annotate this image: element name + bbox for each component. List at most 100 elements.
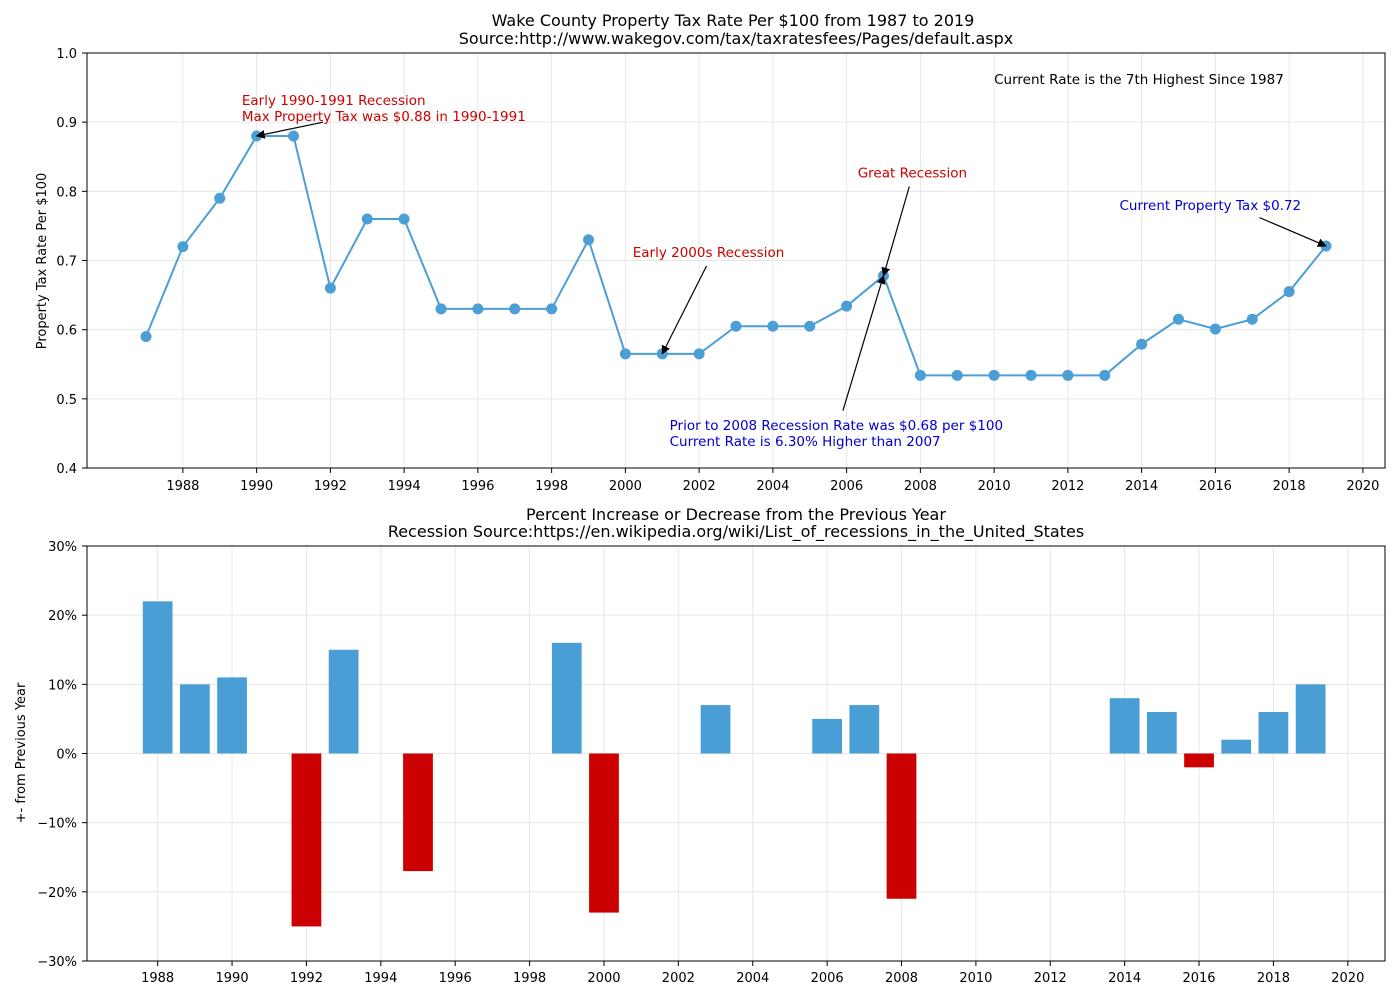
tax-rate-point (1025, 369, 1037, 381)
bar-chart-x-tick-label: 1994 (364, 971, 397, 986)
annotation-text: Great Recession (858, 166, 967, 182)
tax-rate-point (767, 320, 779, 332)
increase-bar (812, 718, 842, 754)
bar-chart-x-tick-label: 2006 (811, 971, 844, 986)
bar-chart-title: Percent Increase or Decrease from the Pr… (526, 505, 946, 524)
line-chart-x-tick-label: 2004 (756, 479, 789, 494)
annotation-arrow (881, 186, 910, 277)
annotation-text: Max Property Tax was $0.88 in 1990-1991 (242, 109, 526, 125)
bar-chart-y-tick-label: 20% (48, 609, 77, 624)
tax-rate-point (1136, 338, 1148, 350)
annotation-text: Current Rate is 6.30% Higher than 2007 (670, 434, 941, 450)
annotation-arrow (1259, 217, 1327, 247)
increase-bar (179, 684, 210, 754)
tax-rate-point (398, 213, 410, 225)
increase-bar (551, 642, 582, 754)
decrease-bar (886, 753, 917, 899)
bar-chart-x-tick-label: 1988 (141, 971, 174, 986)
annotation-text: Current Rate is the 7th Highest Since 19… (994, 72, 1284, 88)
tax-rate-point (988, 369, 1000, 381)
line-chart-x-tick-label: 2012 (1051, 479, 1084, 494)
tax-rate-point (1246, 313, 1258, 325)
increase-bar (849, 705, 880, 754)
decrease-bar (291, 753, 322, 927)
line-chart-title: Wake County Property Tax Rate Per $100 f… (492, 11, 975, 30)
annotation-arrow (255, 121, 324, 139)
decrease-bar (403, 753, 433, 872)
annotation-arrow (661, 265, 708, 355)
bar-chart-x-tick-label: 2014 (1108, 971, 1141, 986)
tax-rate-point (546, 303, 558, 315)
increase-bar (1221, 739, 1252, 754)
bar-chart-subtitle: Recession Source:https://en.wikipedia.or… (388, 522, 1084, 542)
bar-chart-x-tick-label: 2020 (1331, 971, 1364, 986)
tax-rate-point (914, 369, 926, 381)
increase-bar (328, 649, 359, 754)
tax-rate-point (509, 303, 521, 315)
bar-chart-x-tick-label: 2002 (662, 971, 695, 986)
tax-rate-point (1099, 369, 1111, 381)
line-chart-y-tick-label: 0.7 (56, 255, 77, 270)
tax-rate-point (472, 303, 484, 315)
tax-rate-point (435, 303, 447, 315)
tax-rate-point (214, 192, 226, 204)
line-chart-x-tick-label: 2010 (978, 479, 1011, 494)
bar-chart-x-tick-label: 1992 (290, 971, 323, 986)
tax-rate-point (324, 282, 336, 294)
line-chart-x-tick-label: 2016 (1199, 479, 1232, 494)
increase-bar (142, 601, 173, 754)
bar-chart-y-tick-label: 10% (48, 678, 77, 693)
tax-rate-point (1062, 369, 1074, 381)
line-chart-x-tick-label: 1996 (461, 479, 494, 494)
line-chart-y-tick-label: 0.5 (56, 393, 77, 408)
tax-rate-point (693, 348, 705, 360)
line-chart-y-tick-label: 0.8 (56, 185, 77, 200)
decrease-bar (1184, 753, 1214, 768)
bar-chart-y-tick-label: 30% (48, 540, 77, 555)
tax-rate-point (1173, 313, 1184, 325)
tax-rate-point (583, 234, 594, 246)
bar-chart-y-tick-label: −30% (37, 955, 77, 970)
tax-rate-point (140, 331, 152, 343)
annotation-text: Prior to 2008 Recession Rate was $0.68 p… (670, 418, 1003, 434)
bar-chart-x-tick-label: 2000 (587, 971, 620, 986)
tax-rate-point (177, 241, 189, 253)
tax-rate-point (730, 320, 742, 332)
increase-bar (1146, 712, 1177, 754)
increase-bar (217, 677, 247, 754)
tax-rate-point (361, 213, 373, 225)
line-chart-x-tick-label: 2014 (1125, 479, 1158, 494)
line-chart-x-tick-label: 1994 (388, 479, 421, 494)
tax-rate-point (1209, 323, 1221, 335)
tax-rate-point (804, 320, 816, 332)
annotation-text: Current Property Tax $0.72 (1120, 198, 1302, 214)
line-chart-x-tick-label: 2018 (1273, 479, 1306, 494)
line-chart-x-tick-label: 1990 (240, 479, 273, 494)
bar-chart-x-tick-label: 2016 (1182, 971, 1215, 986)
bar-chart-panel: Percent Increase or Decrease from the Pr… (14, 505, 1386, 986)
decrease-bar (589, 753, 619, 913)
bar-chart-y-tick-label: 0% (56, 748, 77, 763)
annotation-text: Early 1990-1991 Recession (242, 93, 426, 109)
bar-chart-x-tick-label: 1996 (439, 971, 472, 986)
line-chart-y-tick-label: 0.4 (56, 462, 77, 477)
line-chart-x-tick-label: 2006 (830, 479, 863, 494)
increase-bar (700, 705, 731, 754)
bar-chart-x-tick-label: 1990 (216, 971, 249, 986)
line-chart-x-tick-label: 2000 (609, 479, 642, 494)
line-chart-y-tick-label: 0.9 (56, 116, 77, 131)
increase-bar (1109, 698, 1140, 754)
tax-rate-point (619, 348, 631, 360)
line-chart-x-tick-label: 1992 (314, 479, 347, 494)
annotation-text: Early 2000s Recession (633, 245, 785, 261)
bar-chart-y-tick-label: −20% (37, 886, 77, 901)
bar-chart-x-tick-label: 2012 (1034, 971, 1067, 986)
line-chart-subtitle: Source:http://www.wakegov.com/tax/taxrat… (459, 29, 1013, 48)
bar-chart-x-tick-label: 2008 (885, 971, 918, 986)
bar-chart-y-tick-label: −10% (37, 817, 77, 832)
tax-rate-point (841, 300, 853, 312)
increase-bar (1258, 712, 1289, 754)
line-chart-x-tick-label: 2020 (1346, 479, 1379, 494)
tax-rate-point (1283, 286, 1295, 298)
